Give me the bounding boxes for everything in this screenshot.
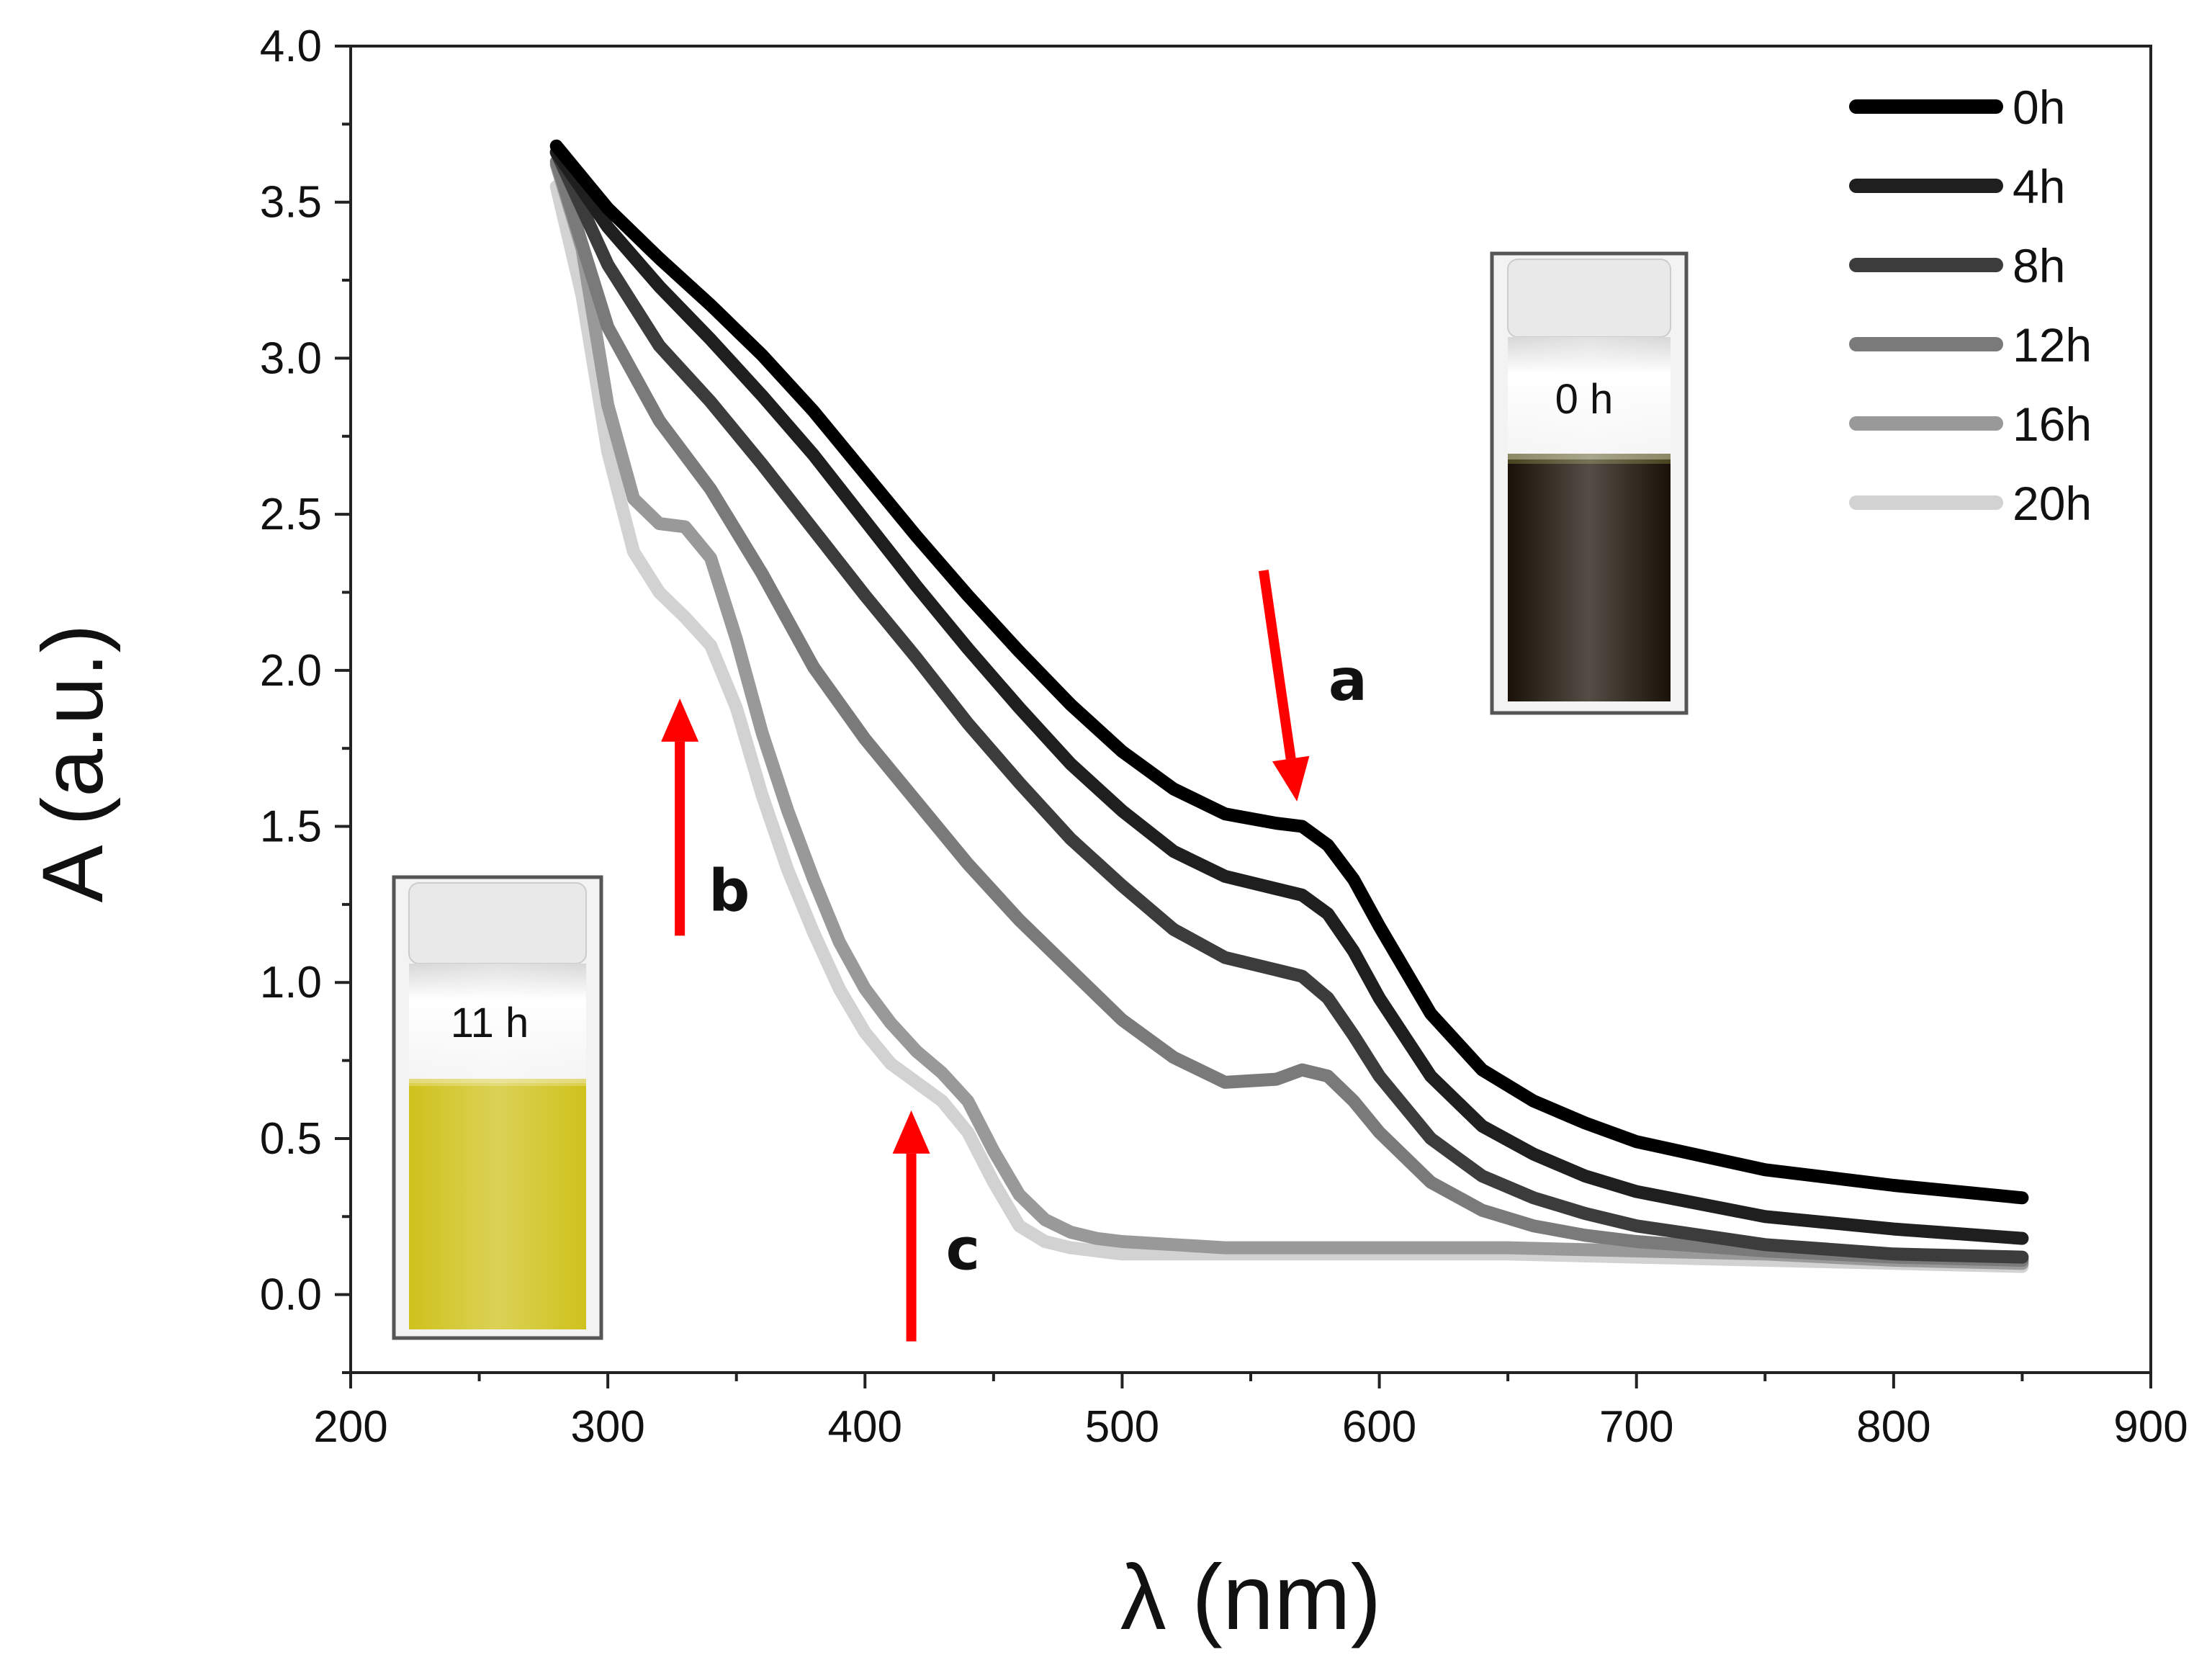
legend-label: 12h <box>2013 318 2092 372</box>
series-line-8h <box>549 145 2029 1264</box>
legend-label: 16h <box>2013 398 2092 451</box>
y-tick-label: 2.0 <box>260 646 322 696</box>
annotations: a b c <box>661 570 1367 1342</box>
legend-label: 4h <box>2013 160 2065 213</box>
y-tick-label: 3.0 <box>260 333 322 383</box>
legend-label: 0h <box>2013 81 2065 134</box>
x-tick-label: 600 <box>1342 1402 1416 1452</box>
legend-label: 20h <box>2013 477 2092 530</box>
y-axis-title: A (a.u.) <box>24 624 121 903</box>
x-tick-label: 500 <box>1085 1402 1159 1452</box>
y-axis-ticks: 0.0 0.5 1.0 1.5 2.0 2.5 3.0 3.5 4.0 <box>260 22 351 1374</box>
y-tick-label: 1.0 <box>260 958 322 1007</box>
vial-label: 11 h <box>451 1000 529 1046</box>
y-tick-label: 0.0 <box>260 1270 322 1320</box>
y-tick-label: 1.5 <box>260 802 322 852</box>
y-tick-label: 0.5 <box>260 1114 322 1164</box>
x-tick-label: 300 <box>570 1402 644 1452</box>
series-line-4h <box>549 145 2029 1245</box>
x-tick-label: 800 <box>1856 1402 1930 1452</box>
arrow-label-a: a <box>1328 647 1367 714</box>
arrow-a-head <box>1272 755 1310 802</box>
arrow-label-c: c <box>946 1216 980 1283</box>
arrow-a-shaft <box>1258 570 1296 760</box>
arrow-label-b: b <box>709 858 750 925</box>
x-tick-label: 700 <box>1599 1402 1673 1452</box>
x-tick-label: 400 <box>828 1402 902 1452</box>
series-line-0h <box>549 139 2029 1205</box>
x-axis-ticks: 200 300 400 500 600 700 800 900 <box>313 1373 2188 1452</box>
arrow-c-head <box>892 1110 930 1154</box>
y-tick-label: 2.5 <box>260 490 322 539</box>
legend-label: 8h <box>2013 239 2065 292</box>
x-axis-title: λ (nm) <box>1120 1546 1382 1649</box>
series-line-16h <box>549 158 2029 1270</box>
arrow-b-head <box>661 698 699 742</box>
vial-label: 0 h <box>1555 376 1614 423</box>
series-lines <box>549 139 2029 1273</box>
inset-vial-photo-11h: 11 h <box>392 875 603 1340</box>
legend: 0h 4h 8h 12h 16h 20h <box>1849 81 2092 530</box>
x-tick-label: 200 <box>313 1402 387 1452</box>
y-tick-label: 4.0 <box>260 22 322 71</box>
y-tick-label: 3.5 <box>260 178 322 228</box>
series-line-12h <box>549 155 2029 1267</box>
inset-vial-photo-0h: 0 h <box>1490 251 1689 715</box>
x-tick-label: 900 <box>2113 1402 2188 1452</box>
